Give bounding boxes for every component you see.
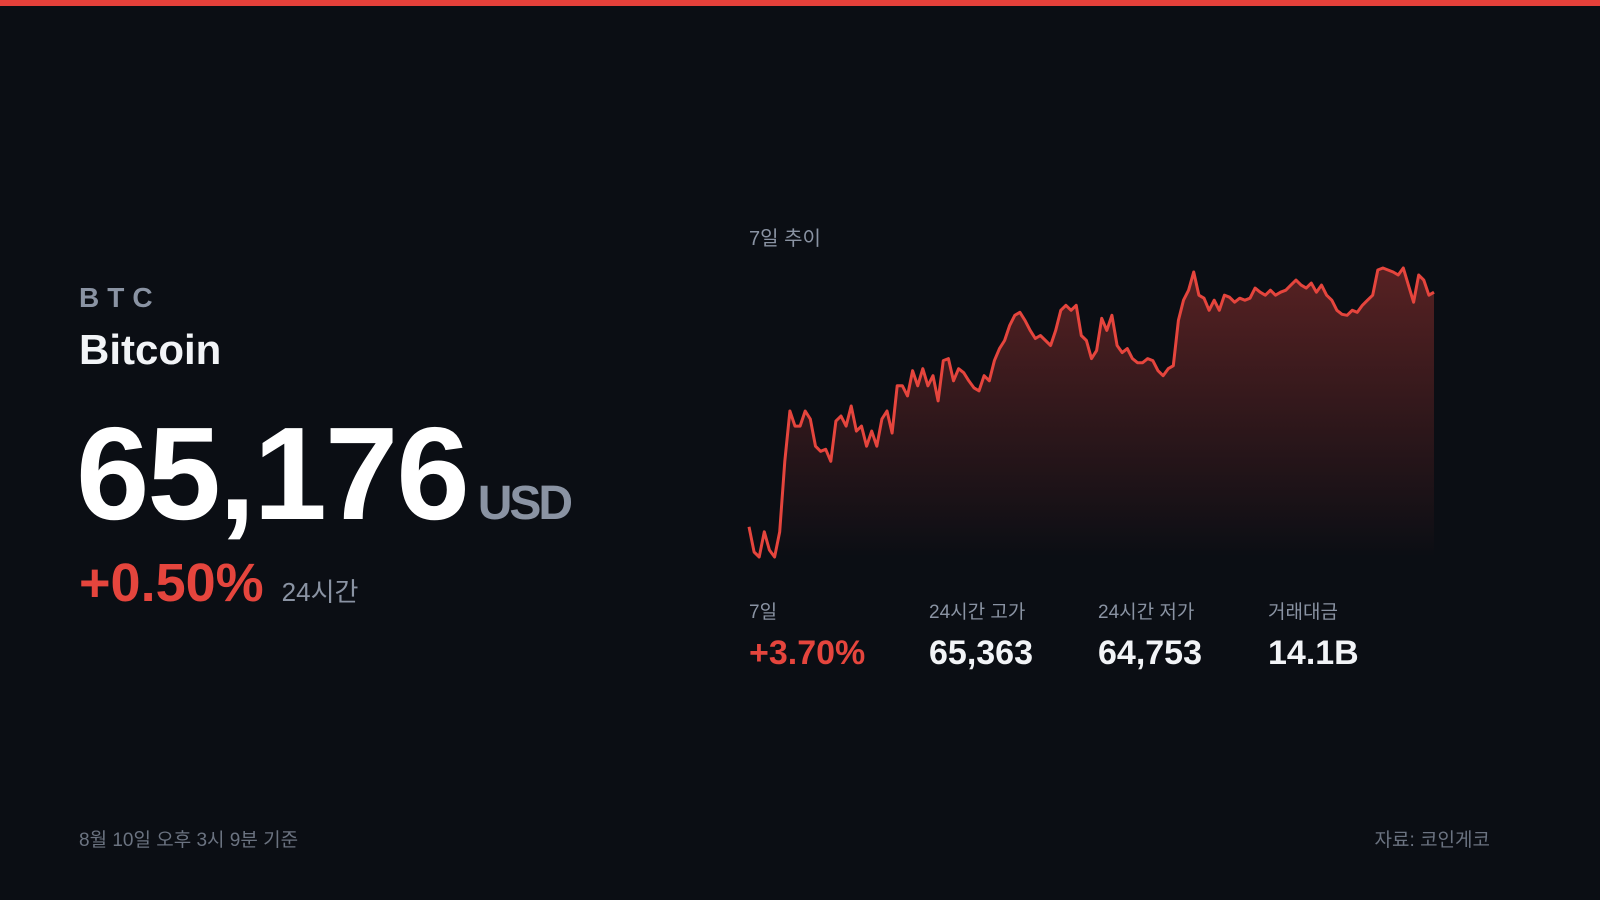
price-box: 65,176 USD: [76, 398, 573, 549]
line-area: [749, 268, 1434, 557]
source: 자료: 코인게코: [1374, 830, 1490, 851]
stat-label: 24시간 저가: [1098, 602, 1195, 623]
stat-label: 24시간 고가: [929, 602, 1026, 623]
stat-label: 7일: [749, 602, 778, 623]
timestamp: 8월 10일 오후 3시 9분 기준: [79, 830, 299, 851]
chart-title: 7일 추이: [749, 227, 821, 250]
top-bar: [0, 0, 1600, 6]
stat: 24시간 고가 65,363: [929, 597, 1033, 673]
currency: USD: [477, 477, 573, 530]
stat-value: +3.70%: [749, 634, 866, 672]
change: +0.50%: [79, 553, 264, 613]
price: 65,176: [76, 400, 470, 547]
line: [747, 266, 1435, 559]
stat-label: 거래대금: [1268, 602, 1338, 623]
change-period: 24시간: [281, 577, 359, 607]
stat-value: 65,363: [929, 634, 1033, 672]
stat: 24시간 저가 64,753: [1098, 597, 1202, 673]
coin-name: Bitcoin: [79, 326, 222, 373]
stat: 7일 +3.70%: [749, 597, 865, 673]
ticker: BTC: [79, 282, 161, 313]
stat: 거래대금 14.1B: [1268, 597, 1359, 673]
change-box: +0.50% 24시간: [79, 552, 358, 614]
stat-value: 14.1B: [1268, 634, 1359, 672]
stat-value: 64,753: [1098, 634, 1202, 672]
